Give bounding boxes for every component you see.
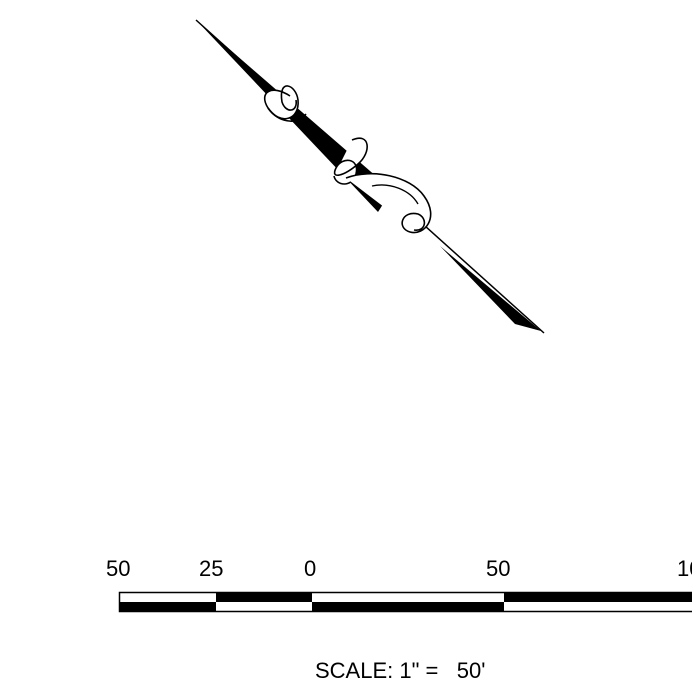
scale-caption-prefix: SCALE: 1" = [315, 658, 439, 683]
scale-tick-label: 50 [106, 556, 131, 581]
scale-tick-label: 100 [677, 556, 692, 581]
scale-tick-label: 25 [199, 556, 224, 581]
scale-segment [216, 593, 312, 602]
scale-bar [118, 591, 692, 613]
scale-tick-label: 0 [304, 556, 317, 581]
scale-caption-value: 50' [456, 658, 486, 683]
scale-tick-label: 50 [486, 556, 511, 581]
scale-segment [120, 602, 216, 611]
north-arrow-icon [195, 19, 545, 334]
scale-caption: SCALE: 1" = 50' [315, 658, 485, 684]
scale-segment [504, 593, 692, 602]
scale-segment [312, 602, 504, 611]
